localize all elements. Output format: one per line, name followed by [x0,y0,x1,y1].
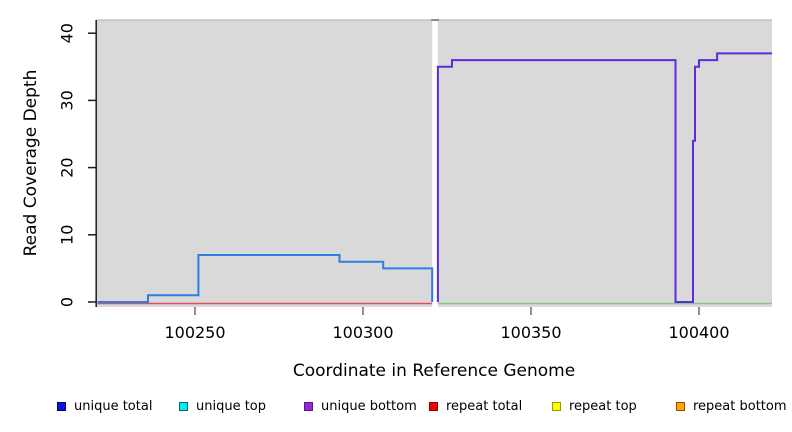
y-axis-tick-label: 20 [58,157,77,177]
x-axis-tick-label: 100300 [332,323,393,342]
legend-swatch-icon [179,401,188,411]
x-axis-title: Coordinate in Reference Genome [292,361,576,381]
y-axis-tick-label: 40 [58,23,77,43]
x-axis-tick-label: 100400 [668,323,729,342]
y-axis-tick-label: 0 [58,297,77,307]
y-axis-tick-label: 10 [58,225,77,245]
legend-item-unique-total: unique total [57,396,152,416]
legend-item-unique-bottom: unique bottom [304,396,417,416]
legend-item-repeat-total: repeat total [429,396,522,416]
legend: unique total unique top unique bottom repea… [0,396,792,416]
legend-item-unique-top: unique top [179,396,266,416]
y-axis-tick-label: 30 [58,90,77,110]
legend-label: repeat bottom [693,398,787,414]
legend-swatch-icon [429,401,438,411]
legend-label: unique total [74,398,153,414]
coverage-gap [432,21,438,307]
series-unique-total [97,254,434,303]
legend-swatch-icon [676,401,685,411]
legend-label: unique bottom [321,398,417,414]
legend-label: repeat top [569,398,637,414]
legend-label: unique top [196,398,267,414]
legend-label: repeat total [446,398,523,414]
legend-swatch-icon [57,401,66,411]
series-unique-bottom [436,52,772,303]
legend-item-repeat-top: repeat top [552,396,637,416]
x-axis-tick-label: 100250 [164,323,225,342]
legend-item-repeat-bottom: repeat bottom [676,396,787,416]
x-axis-tick-label: 100350 [500,323,561,342]
legend-swatch-icon [552,401,561,411]
y-axis-title: Read Coverage Depth [21,69,41,257]
legend-swatch-icon [304,401,313,411]
